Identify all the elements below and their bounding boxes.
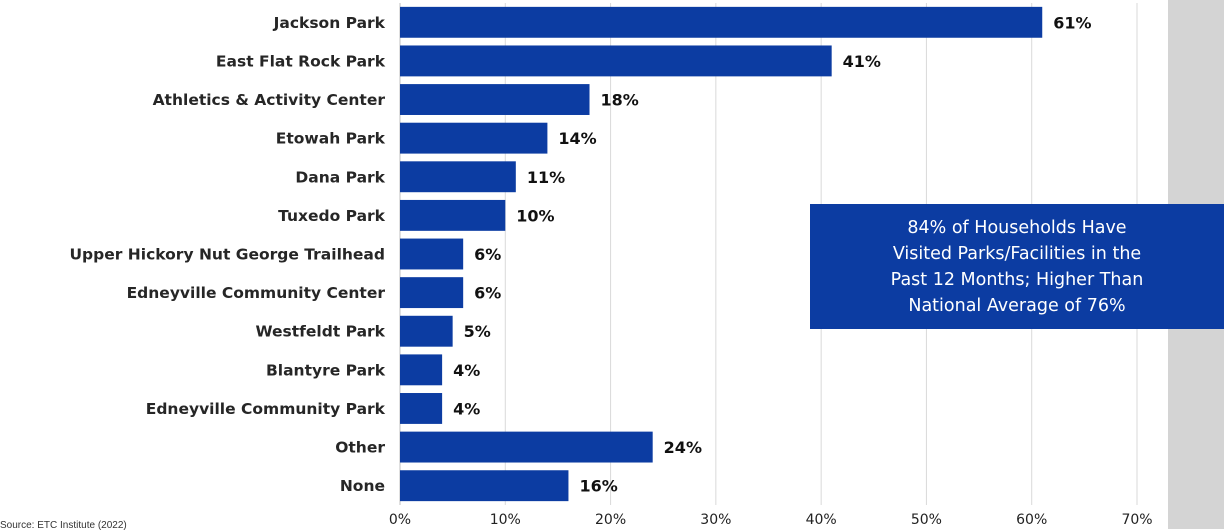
bar — [400, 45, 832, 77]
x-tick-label: 10% — [490, 512, 521, 528]
value-label: 16% — [579, 477, 617, 496]
x-tick-label: 20% — [595, 512, 626, 528]
bar — [400, 277, 464, 309]
x-tick-label: 30% — [700, 512, 731, 528]
x-axis-ticks: 0% 10% 20% 30% 40% 50% 60% 70% — [389, 512, 1153, 528]
value-label: 5% — [464, 322, 491, 341]
callout-text: 84% of Households Have Visited Parks/Fac… — [890, 217, 1144, 316]
category-label: None — [340, 477, 385, 495]
bar — [400, 315, 453, 347]
category-label: Jackson Park — [273, 14, 386, 32]
bars — [400, 6, 1043, 502]
category-label: Edneyville Community Center — [127, 284, 386, 302]
category-label: Etowah Park — [276, 130, 386, 148]
category-label: Other — [335, 439, 385, 457]
bar — [400, 199, 506, 231]
bar — [400, 238, 464, 270]
x-tick-label: 70% — [1121, 512, 1152, 528]
bar — [400, 431, 653, 463]
x-tick-label: 40% — [806, 512, 837, 528]
value-label: 41% — [843, 52, 881, 71]
category-labels: Jackson Park East Flat Rock Park Athletics… — [69, 14, 385, 495]
category-label: Dana Park — [295, 168, 385, 186]
callout-box: 84% of Households Have Visited Parks/Fac… — [810, 204, 1224, 329]
value-label: 18% — [601, 91, 639, 110]
value-label: 61% — [1053, 13, 1091, 32]
x-tick-label: 0% — [389, 512, 411, 528]
value-label: 10% — [516, 206, 554, 225]
category-label: Upper Hickory Nut George Trailhead — [69, 246, 385, 264]
value-labels: 61% 41% 18% 14% 11% 10% 6% 6% 5% 4% 4% 24% 16% — [453, 13, 1091, 495]
category-label: Athletics & Activity Center — [153, 91, 386, 109]
bar — [400, 6, 1043, 38]
value-label: 11% — [527, 168, 565, 187]
value-label: 6% — [474, 284, 501, 303]
value-label: 24% — [664, 438, 702, 457]
x-tick-label: 60% — [1016, 512, 1047, 528]
value-label: 6% — [474, 245, 501, 264]
source-note: Source: ETC Institute (2022) — [0, 520, 127, 531]
bar — [400, 354, 443, 386]
category-label: Tuxedo Park — [278, 207, 386, 225]
bar — [400, 161, 516, 193]
bar — [400, 122, 548, 154]
category-label: Blantyre Park — [266, 361, 386, 379]
category-label: Westfeldt Park — [255, 323, 385, 341]
bar — [400, 84, 590, 115]
bar — [400, 470, 569, 502]
category-label: Edneyville Community Park — [146, 400, 386, 418]
value-label: 14% — [558, 129, 596, 148]
value-label: 4% — [453, 361, 480, 380]
category-label: East Flat Rock Park — [216, 52, 386, 70]
x-tick-label: 50% — [911, 512, 942, 528]
value-label: 4% — [453, 399, 480, 418]
bar — [400, 393, 443, 424]
